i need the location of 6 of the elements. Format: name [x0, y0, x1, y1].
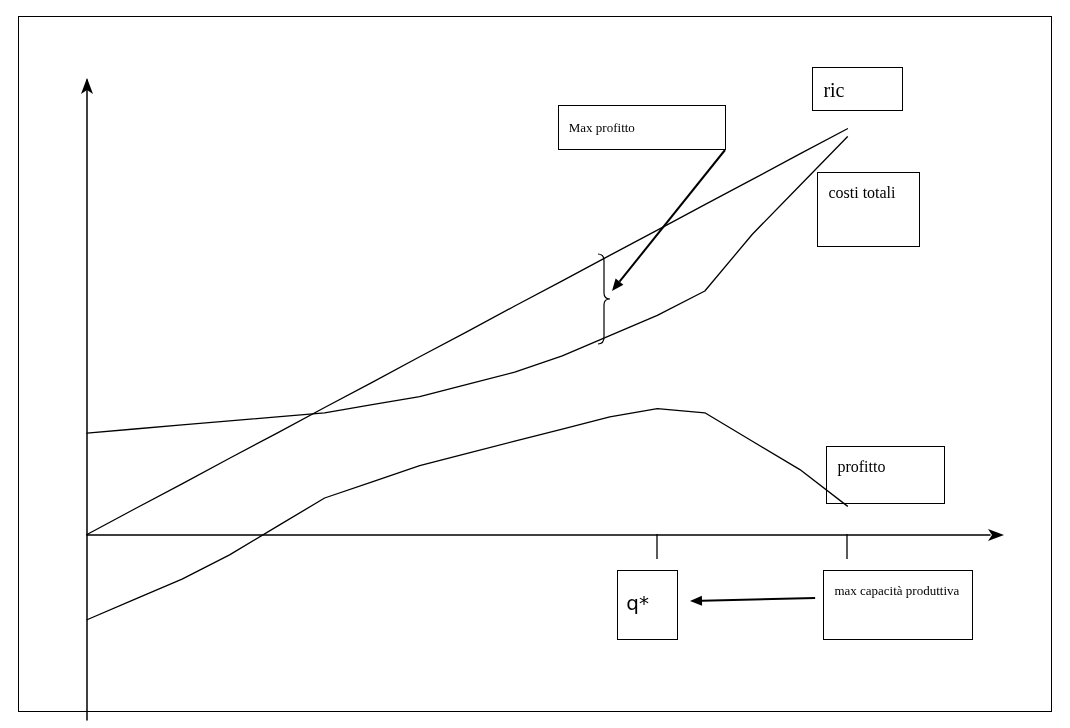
series-label: profitto — [826, 446, 946, 505]
annotation: max capacità produttiva — [823, 569, 974, 640]
series-label: costi totali — [817, 171, 921, 247]
annotation: Max profitto — [557, 105, 726, 151]
annotation: q* — [617, 569, 679, 640]
series-label: ric — [812, 66, 904, 111]
